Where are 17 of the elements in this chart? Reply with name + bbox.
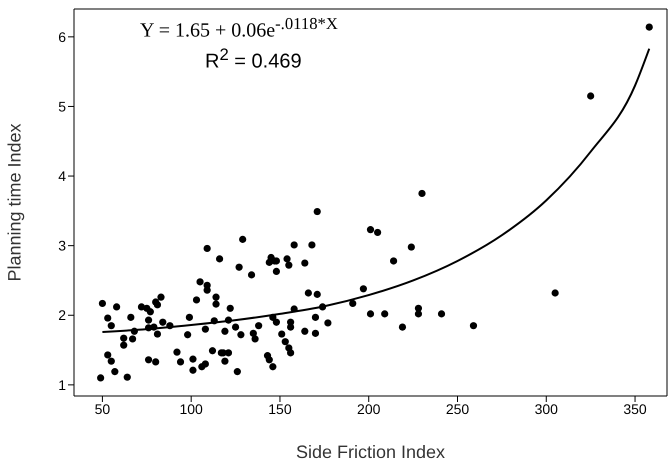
y-tick-label: 2 xyxy=(58,307,66,324)
x-tick-label: 300 xyxy=(534,400,558,417)
x-tick-label: 50 xyxy=(94,400,110,417)
annotation: Y = 1.65 + 0.06e$^{-.0118*X}$ xyxy=(140,14,338,43)
x-tick-label: 250 xyxy=(446,400,470,417)
y-tick-label: 3 xyxy=(58,238,66,254)
y-tick-label: 4 xyxy=(58,168,66,184)
x-tick-label: 200 xyxy=(357,400,381,417)
y-tick-label: 5 xyxy=(58,98,66,114)
y-tick-label: 1 xyxy=(58,376,66,393)
x-tick-label: 150 xyxy=(268,400,292,417)
y-axis-title: Planning time Index xyxy=(4,123,24,282)
y-tick-label: 6 xyxy=(58,28,66,45)
x-tick-label: 100 xyxy=(180,400,204,417)
x-axis-title: Side Friction Index xyxy=(296,442,446,462)
x-tick-label: 350 xyxy=(623,400,647,417)
annotation: R$^{2}$ = 0.469 xyxy=(205,45,302,74)
